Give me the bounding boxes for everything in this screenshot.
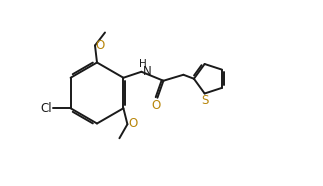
Text: O: O — [152, 99, 161, 112]
Text: H: H — [139, 59, 146, 69]
Text: O: O — [128, 117, 137, 130]
Text: N: N — [142, 65, 151, 78]
Text: Cl: Cl — [40, 102, 52, 115]
Text: S: S — [202, 94, 209, 108]
Text: O: O — [95, 39, 105, 52]
